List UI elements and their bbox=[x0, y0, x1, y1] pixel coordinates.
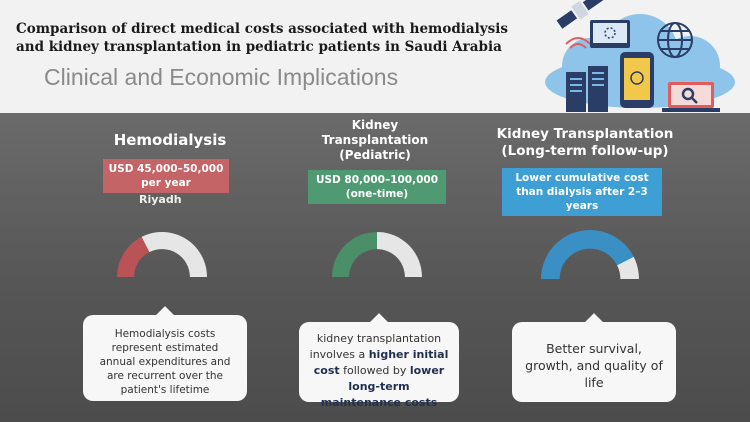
hemodialysis-callout-text: Hemodialysis costs represent estimated a… bbox=[99, 328, 231, 396]
hemodialysis-cost-badge: USD 45,000–50,000 per year bbox=[103, 159, 229, 193]
laptop-icon bbox=[662, 82, 720, 112]
transplantation-pediatric-title: Kidney Transplantation (Pediatric) bbox=[321, 118, 429, 162]
transplantation-longterm-title: Kidney Transplantation (Long-term follow… bbox=[496, 126, 674, 159]
hemodialysis-gauge bbox=[117, 232, 207, 277]
gauge-remainder bbox=[617, 256, 639, 279]
gauge-fill bbox=[541, 230, 634, 279]
transplantation-callout-text: kidney transplantation involves a higher… bbox=[307, 331, 451, 411]
search-icon bbox=[681, 87, 698, 104]
hemodialysis-callout: Hemodialysis costs represent estimated a… bbox=[83, 306, 247, 401]
gauge-fill bbox=[332, 232, 377, 277]
page-title: Comparison of direct medical costs assoc… bbox=[16, 21, 508, 55]
globe-icon bbox=[657, 22, 693, 58]
location-label: Riyadh bbox=[139, 193, 182, 206]
satellite-icon bbox=[556, 0, 604, 29]
technology-illustration bbox=[545, 0, 735, 112]
gauge-remainder bbox=[377, 232, 422, 277]
transplantation-callout: kidney transplantation involves a higher… bbox=[299, 313, 459, 409]
smartphone-icon bbox=[620, 52, 654, 108]
page-subtitle: Clinical and Economic Implications bbox=[44, 64, 399, 90]
callout-emphasis: higher initial cost bbox=[313, 348, 449, 377]
transplantation-longterm-gauge bbox=[541, 230, 639, 279]
wifi-icon bbox=[565, 37, 591, 49]
monitor-icon bbox=[590, 20, 630, 48]
longterm-callout-text: Better survival, growth, and quality of … bbox=[525, 341, 663, 390]
longterm-callout: Better survival, growth, and quality of … bbox=[512, 313, 676, 402]
gauge-remainder bbox=[141, 232, 207, 277]
transplantation-pediatric-gauge bbox=[332, 232, 422, 277]
callout-emphasis: lower long-term maintenance costs bbox=[320, 364, 445, 409]
transplantation-cost-badge: USD 80,000–100,000 (one-time) bbox=[308, 170, 446, 204]
server-icon bbox=[566, 66, 608, 112]
callout-text-part: followed by bbox=[339, 364, 410, 377]
header: Comparison of direct medical costs assoc… bbox=[0, 0, 750, 113]
longterm-cost-badge: Lower cumulative cost than dialysis afte… bbox=[502, 168, 662, 216]
callout-text-part: kidney transplantation involves a bbox=[309, 332, 442, 361]
hemodialysis-title: Hemodialysis bbox=[113, 131, 227, 149]
gauge-fill bbox=[117, 236, 150, 277]
